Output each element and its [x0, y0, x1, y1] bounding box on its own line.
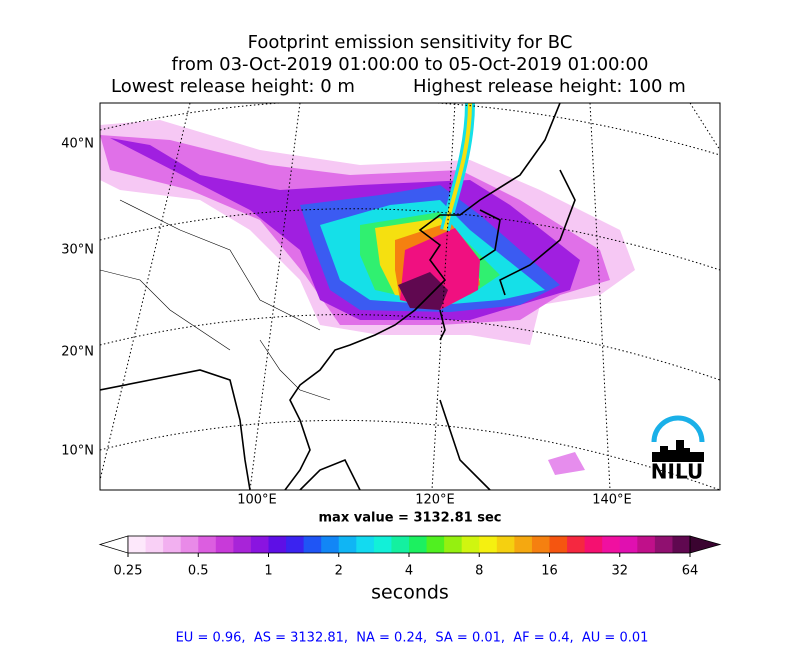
release-low: Lowest release height: 0 m — [111, 76, 355, 97]
colorbar-segment — [215, 536, 234, 553]
colorbar-tick-label: 8 — [475, 564, 483, 579]
colorbar-tick-label: 32 — [611, 564, 628, 579]
colorbar: 0.25 0.5 1 2 4 8 16 32 64 — [98, 535, 722, 579]
lat-labels: 40°N 30°N 20°N 10°N 100°E 120°E 140°E — [61, 137, 632, 508]
colorbar-segment — [426, 536, 445, 553]
lon-label: 140°E — [592, 493, 632, 508]
release-high: Highest release height: 100 m — [413, 76, 686, 97]
colorbar-segment — [268, 536, 287, 553]
colorbar-segment — [338, 536, 357, 553]
coastlines — [100, 103, 576, 490]
colorbar-tick-label: 0.25 — [114, 564, 143, 579]
colorbar-segment — [619, 536, 638, 553]
colorbar-segment — [321, 536, 340, 553]
colorbar-tick-label: 64 — [682, 564, 699, 579]
colorbar-segment — [286, 536, 305, 553]
max-value: max value = 3132.81 sec — [319, 511, 502, 526]
lon-label: 120°E — [415, 493, 455, 508]
colorbar-segment — [409, 536, 428, 553]
colorbar-segment — [672, 536, 691, 553]
colorbar-tick-label: 2 — [335, 564, 343, 579]
map-frame — [99, 102, 721, 491]
title: Footprint emission sensitivity for BC — [248, 32, 573, 53]
colorbar-segment — [531, 536, 550, 553]
colorbar-tick-label: 4 — [405, 564, 413, 579]
footer: EU = 0.96, AS = 3132.81, NA = 0.24, SA =… — [176, 631, 649, 646]
colorbar-segment — [584, 536, 603, 553]
lat-label: 20°N — [61, 345, 94, 360]
colorbar-segment — [549, 536, 568, 553]
colorbar-segment — [479, 536, 498, 553]
colorbar-segment — [637, 536, 656, 553]
colorbar-segment — [373, 536, 392, 553]
lat-label: 10°N — [61, 444, 94, 459]
map: NILU — [100, 103, 720, 490]
logo: NILU — [651, 415, 705, 484]
plume — [100, 103, 635, 475]
colorbar-extend-high — [689, 535, 722, 554]
colorbar-segment — [496, 536, 515, 553]
colorbar-segment — [163, 536, 182, 553]
colorbar-tick-label: 1 — [264, 564, 272, 579]
lat-label: 40°N — [61, 137, 94, 152]
colorbar-segment — [356, 536, 375, 553]
subtitle: from 03-Oct-2019 01:00:00 to 05-Oct-2019… — [172, 54, 649, 75]
lon-label: 100°E — [237, 493, 277, 508]
logo-text: NILU — [651, 460, 703, 484]
colorbar-segment — [250, 536, 269, 553]
colorbar-segment — [391, 536, 410, 553]
colorbar-segment — [128, 536, 147, 553]
colorbar-segment — [567, 536, 586, 553]
colorbar-segment — [180, 536, 199, 553]
grid — [100, 103, 720, 490]
colorbar-segment — [654, 536, 673, 553]
colorbar-segment — [514, 536, 533, 553]
colorbar-segment — [461, 536, 480, 553]
colorbar-extend-low — [98, 535, 129, 554]
colorbar-tick-label: 0.5 — [188, 564, 209, 579]
colorbar-segment — [602, 536, 621, 553]
colorbar-label: seconds — [371, 582, 449, 604]
lat-label: 30°N — [61, 243, 94, 258]
colorbar-segment — [145, 536, 164, 553]
colorbar-segment — [444, 536, 463, 553]
colorbar-segment — [303, 536, 322, 553]
colorbar-segment — [233, 536, 252, 553]
colorbar-tick-label: 16 — [541, 564, 558, 579]
colorbar-segment — [198, 536, 217, 553]
